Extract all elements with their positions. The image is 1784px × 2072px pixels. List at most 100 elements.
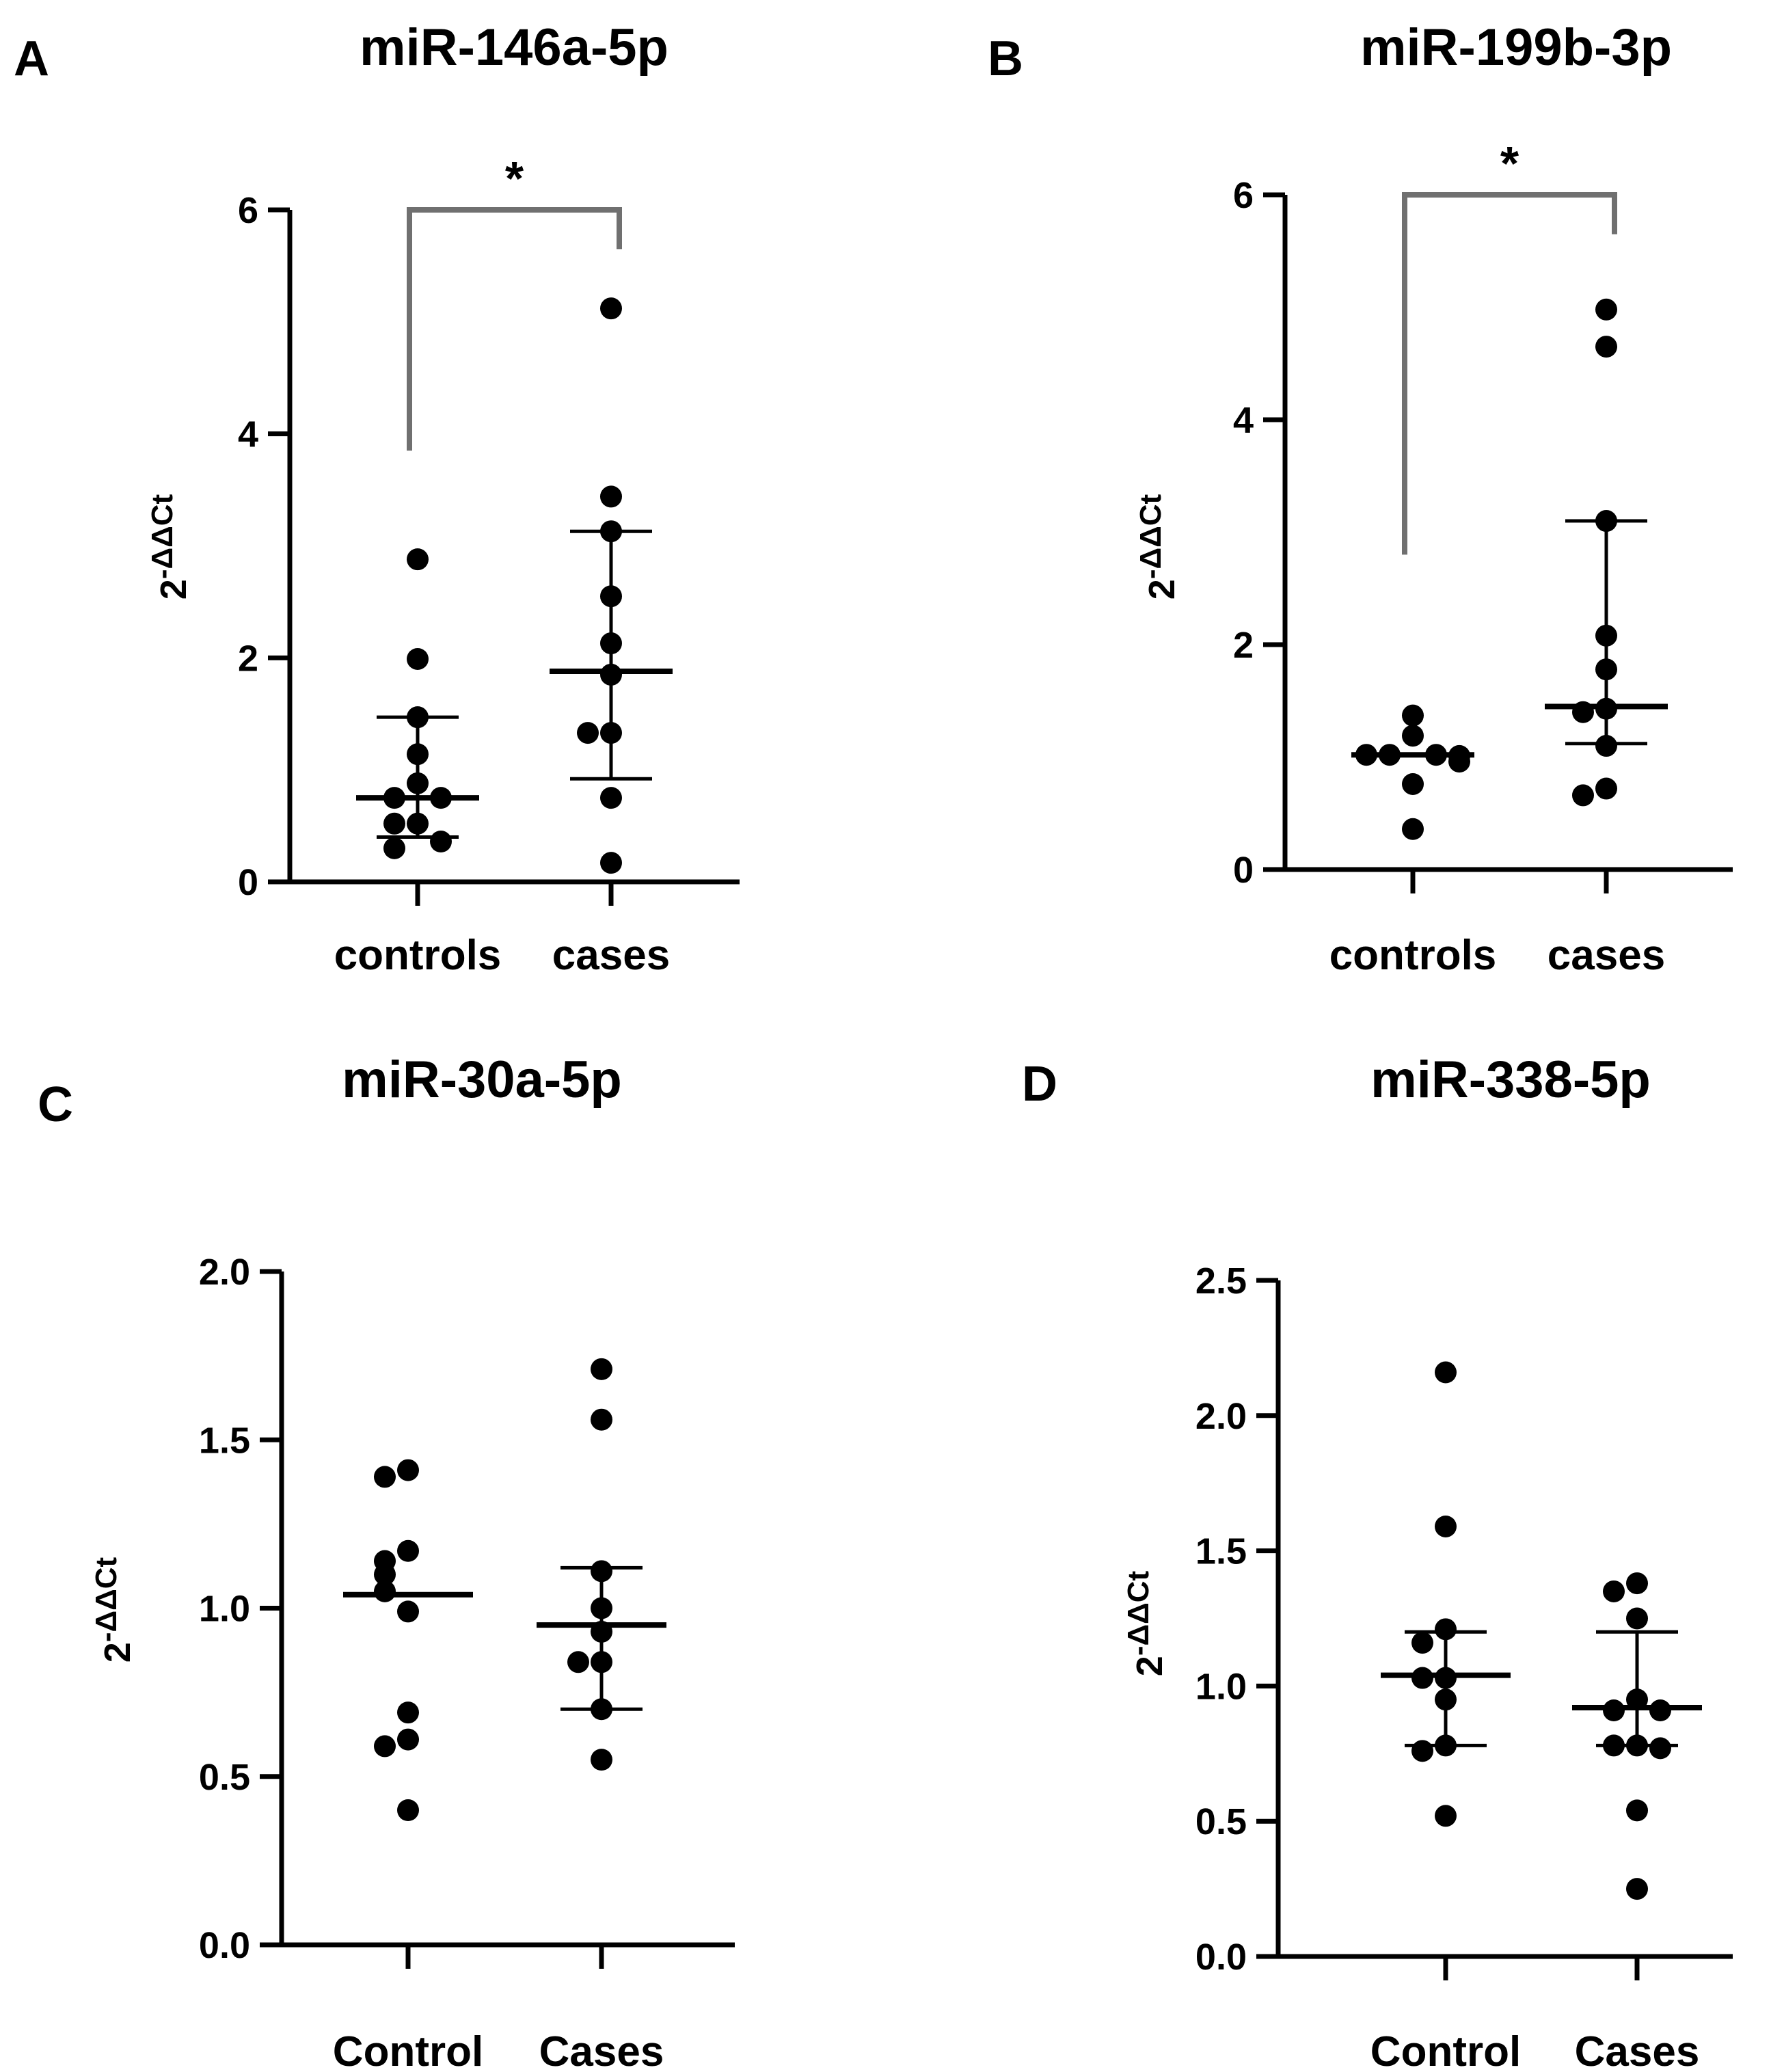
y-tick-label: 0.0 bbox=[1195, 1937, 1247, 1978]
data-point bbox=[1435, 1734, 1457, 1757]
y-tick-label: 2 bbox=[1233, 625, 1254, 666]
data-point bbox=[430, 787, 452, 809]
data-point bbox=[1603, 1580, 1625, 1602]
data-point bbox=[1649, 1737, 1671, 1760]
significance-star: * bbox=[1500, 137, 1519, 190]
y-axis-label: 2-ΔΔCt bbox=[1134, 494, 1182, 600]
y-tick-label: 2.5 bbox=[1195, 1261, 1247, 1302]
data-point bbox=[1411, 1667, 1433, 1689]
y-tick-label: 0 bbox=[238, 862, 258, 903]
data-point bbox=[1411, 1632, 1433, 1654]
data-point bbox=[600, 722, 622, 744]
data-point bbox=[1435, 1515, 1457, 1537]
y-axis-label: 2-ΔΔCt bbox=[146, 494, 194, 600]
data-point bbox=[600, 297, 622, 320]
x-category-label: Cases bbox=[539, 2028, 664, 2072]
data-point bbox=[383, 812, 405, 835]
data-point bbox=[1448, 751, 1470, 773]
data-point bbox=[1595, 624, 1617, 647]
data-point bbox=[600, 520, 622, 543]
data-point bbox=[1379, 744, 1401, 766]
y-tick-label: 4 bbox=[1233, 400, 1254, 441]
y-axis-label: 2-ΔΔCt bbox=[90, 1557, 138, 1663]
chart-title: miR-30a-5p bbox=[342, 1051, 622, 1109]
data-point bbox=[407, 812, 429, 835]
x-category-label: cases bbox=[552, 932, 670, 979]
y-tick-label: 6 bbox=[1233, 175, 1254, 216]
data-point bbox=[1435, 1688, 1457, 1711]
data-point bbox=[374, 1735, 396, 1758]
y-axis-label-base: 2 bbox=[1141, 579, 1182, 600]
data-point bbox=[1626, 1572, 1648, 1595]
data-point bbox=[383, 837, 405, 859]
data-point bbox=[1595, 735, 1617, 757]
y-tick-label: 1.5 bbox=[199, 1420, 250, 1461]
data-point bbox=[591, 1620, 612, 1643]
chart-title: miR-338-5p bbox=[1370, 1051, 1651, 1109]
panel-letter: B bbox=[988, 31, 1023, 86]
significance-bracket bbox=[1402, 192, 1617, 555]
y-tick-label: 2.0 bbox=[199, 1252, 250, 1293]
y-axis-label-superscript: -ΔΔCt bbox=[1134, 494, 1167, 579]
data-point bbox=[1649, 1699, 1671, 1722]
y-tick-label: 0.5 bbox=[1195, 1801, 1247, 1842]
x-category-label: Control bbox=[333, 2028, 483, 2072]
x-category-label: cases bbox=[1548, 932, 1665, 979]
y-tick-label: 2.0 bbox=[1195, 1396, 1247, 1437]
data-point bbox=[1435, 1361, 1457, 1384]
data-point bbox=[1626, 1878, 1648, 1900]
data-point bbox=[1435, 1805, 1457, 1827]
chart-title: miR-199b-3p bbox=[1360, 18, 1672, 77]
significance-star: * bbox=[505, 152, 524, 205]
data-point bbox=[1626, 1607, 1648, 1630]
data-point bbox=[591, 1651, 612, 1673]
chart-title: miR-146a-5p bbox=[360, 18, 668, 77]
data-point bbox=[1402, 772, 1424, 795]
data-point bbox=[407, 548, 429, 571]
data-point bbox=[397, 1459, 419, 1481]
data-point bbox=[600, 852, 622, 874]
y-tick-label: 2 bbox=[238, 638, 258, 679]
data-point bbox=[591, 1560, 612, 1583]
y-axis-label-superscript: -ΔΔCt bbox=[1122, 1570, 1155, 1656]
data-point bbox=[1626, 1734, 1648, 1757]
y-tick-label: 1.0 bbox=[199, 1589, 250, 1630]
data-point bbox=[1402, 704, 1424, 727]
data-point bbox=[600, 787, 622, 809]
y-tick-label: 0 bbox=[1233, 850, 1254, 891]
data-point bbox=[1402, 725, 1424, 747]
data-point bbox=[407, 706, 429, 729]
data-point bbox=[1595, 336, 1617, 358]
data-point bbox=[383, 787, 405, 809]
data-point bbox=[374, 1563, 396, 1586]
data-point bbox=[1595, 697, 1617, 720]
data-point bbox=[374, 1466, 396, 1488]
y-axis-label-superscript: -ΔΔCt bbox=[90, 1557, 123, 1642]
data-point bbox=[397, 1799, 419, 1821]
data-point bbox=[591, 1749, 612, 1771]
data-point bbox=[1603, 1734, 1625, 1757]
data-point bbox=[397, 1539, 419, 1562]
data-point bbox=[1435, 1618, 1457, 1641]
x-category-label: controls bbox=[1329, 932, 1497, 979]
data-point bbox=[591, 1597, 612, 1619]
data-point bbox=[600, 585, 622, 608]
data-point bbox=[591, 1358, 612, 1380]
data-point bbox=[567, 1651, 589, 1673]
data-point bbox=[1411, 1740, 1433, 1762]
data-point bbox=[1595, 658, 1617, 681]
data-point bbox=[1402, 818, 1424, 840]
data-point bbox=[1603, 1699, 1625, 1722]
data-point bbox=[1572, 701, 1594, 723]
data-point bbox=[1626, 1799, 1648, 1822]
data-point bbox=[1435, 1667, 1457, 1689]
data-point bbox=[1626, 1688, 1648, 1711]
data-point bbox=[407, 647, 429, 670]
significance-bracket bbox=[407, 207, 622, 451]
data-point bbox=[577, 722, 599, 744]
y-tick-label: 6 bbox=[238, 190, 258, 231]
